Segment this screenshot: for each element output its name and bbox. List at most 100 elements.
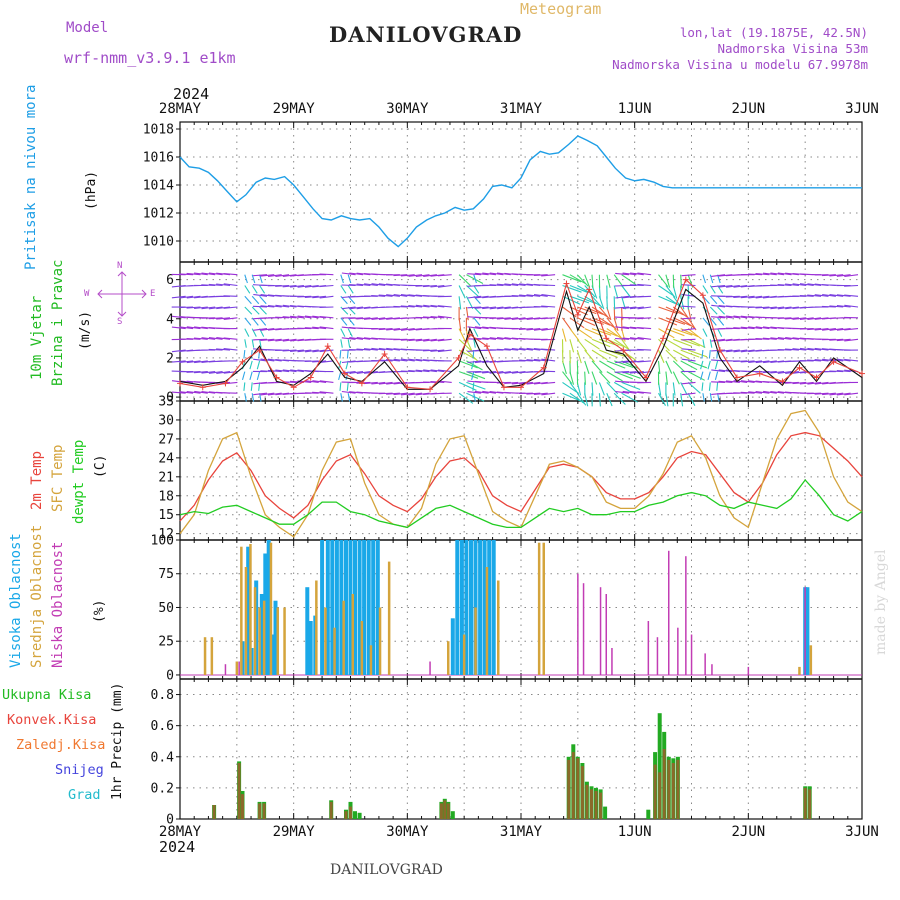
wind-vector — [179, 306, 194, 309]
wind-vector — [260, 338, 275, 341]
cloud-mid-bar — [240, 546, 243, 675]
wind-vector — [658, 392, 666, 406]
wind-vector — [621, 306, 623, 321]
wind-vector — [763, 360, 777, 364]
cloud-low-bar — [605, 594, 607, 675]
wind-vector — [665, 338, 683, 349]
wind-vector — [709, 339, 713, 348]
wind-vector — [244, 274, 248, 284]
cloud-mid-bar — [333, 627, 336, 675]
wind-vector — [208, 337, 223, 340]
cloud-mid-bar — [474, 607, 477, 675]
wind-vector — [423, 304, 437, 308]
wind-vector — [467, 326, 482, 330]
wind-vector — [541, 358, 556, 362]
wind-vector — [393, 293, 408, 297]
wind-vector — [836, 392, 851, 396]
cloud-low-bar — [656, 637, 659, 675]
wind-vector — [657, 360, 661, 375]
rain-conv-bar — [803, 787, 807, 819]
wind-vector — [615, 295, 630, 299]
wind-vector — [408, 392, 423, 396]
wind-vector — [267, 338, 282, 342]
wind-vector — [541, 317, 556, 320]
wind-vector — [576, 274, 589, 287]
wind-vector — [256, 360, 261, 370]
legend-rain-total: Ukupna Kisa — [2, 687, 92, 703]
wind-vector — [836, 358, 851, 362]
wind-vector — [312, 295, 327, 299]
wind-vector — [430, 315, 445, 319]
wind-vector — [622, 371, 637, 374]
wind-vector — [347, 285, 354, 294]
wind-vector — [700, 360, 704, 370]
wind-vector — [629, 306, 644, 310]
wind-vector — [400, 358, 415, 362]
wind-vector — [341, 390, 356, 394]
legend-rain-conv: Konvek.Kisa — [7, 712, 97, 728]
wind-vector — [319, 315, 334, 319]
cloud-mid-bar — [203, 637, 207, 675]
wind-vector — [193, 337, 208, 340]
date-label-top: 28MAY — [159, 101, 202, 117]
year-bottom: 2024 — [159, 838, 196, 856]
wind-vector — [622, 326, 637, 330]
cloud-mid-bar — [369, 645, 373, 675]
wind-vector — [576, 349, 582, 364]
wind-vector — [349, 283, 364, 287]
wind-vector — [511, 317, 526, 321]
wind-vector — [171, 360, 186, 363]
wind-vector — [378, 347, 393, 351]
wind-vector — [437, 349, 452, 353]
wind-vector — [584, 349, 595, 363]
wind-vector — [267, 392, 282, 396]
wind-vector — [253, 293, 268, 297]
rain-total-bar — [646, 809, 651, 819]
wind-vector — [244, 317, 252, 326]
wind-vector — [267, 328, 282, 331]
wind-vector — [386, 294, 400, 297]
wind-vector — [282, 338, 297, 342]
date-label-top: 2JUN — [731, 101, 765, 117]
cloud-mid-bar — [378, 607, 382, 675]
wind-vector — [822, 381, 836, 385]
cloud-high-bar — [491, 540, 496, 675]
wind-vector — [844, 304, 859, 308]
cloud-mid-bar — [809, 645, 813, 675]
wind-vector — [415, 274, 430, 278]
wind-vector — [844, 274, 859, 278]
wind-vector — [762, 306, 777, 309]
cloud-mid-bar — [244, 567, 248, 675]
wind-vector — [340, 285, 347, 294]
wind-vector — [251, 328, 257, 337]
cloud-mid-bar — [342, 600, 345, 675]
wind-vector — [709, 393, 713, 402]
wind-vector — [474, 295, 489, 299]
wind-vector — [680, 349, 700, 358]
wind-vector — [194, 326, 208, 330]
wind-vector — [347, 339, 351, 348]
wind-vector — [702, 393, 705, 402]
wind-vector — [541, 392, 556, 396]
wind-vector — [709, 274, 714, 284]
wind-vector — [622, 272, 637, 276]
wind-vector — [253, 392, 268, 396]
wind-vector — [208, 306, 223, 310]
wind-vector — [716, 382, 719, 391]
wind-vector — [422, 349, 437, 352]
wind-vector — [658, 317, 678, 326]
wind-vector — [576, 360, 579, 375]
wind-vector — [340, 393, 343, 402]
wind-vector — [519, 283, 533, 287]
wind-vector — [319, 284, 334, 288]
wind-vector — [243, 350, 246, 359]
wind-vector — [702, 285, 709, 294]
wind-vector — [179, 326, 194, 330]
wind-vector — [591, 360, 603, 373]
date-label-bottom: 3JUN — [845, 824, 879, 840]
wind-vector — [489, 306, 504, 310]
wind-vector — [658, 274, 669, 288]
wind-vector — [312, 349, 327, 353]
wind-vector — [755, 295, 770, 299]
wind-vector — [807, 381, 822, 385]
